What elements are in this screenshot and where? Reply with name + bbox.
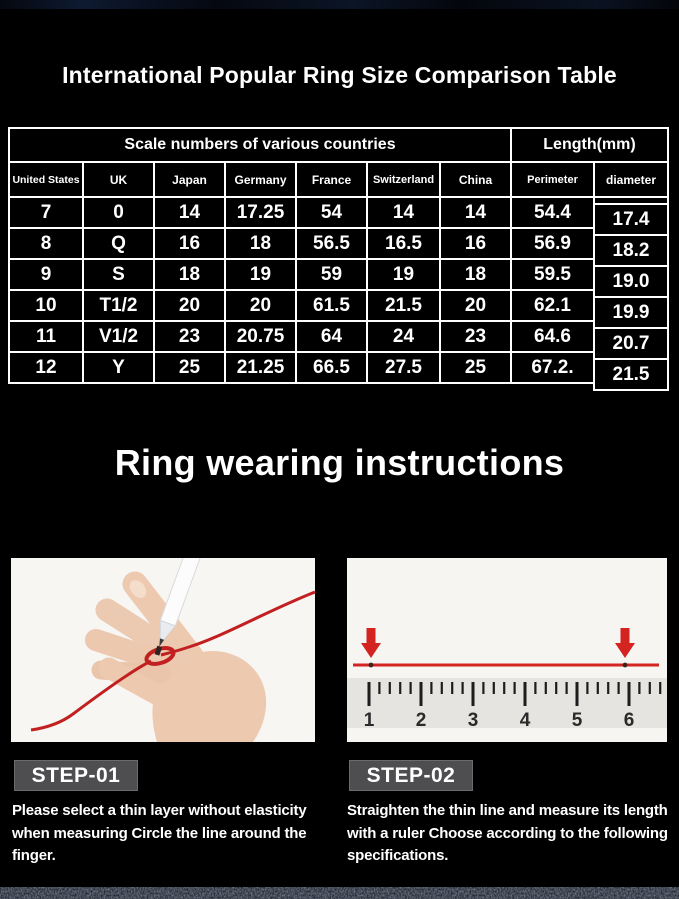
measure-dot (622, 662, 628, 668)
table-cell: 25 (155, 353, 224, 382)
table-cell: 66.5 (297, 353, 366, 382)
top-gradient-strip (0, 0, 679, 9)
ruler-number: 5 (572, 710, 583, 731)
table-cell: 12 (10, 353, 82, 382)
table-cell: 20 (226, 291, 295, 320)
table-cell: 21.5 (595, 360, 667, 389)
ruler-illustration: 1 2 3 4 5 6 (347, 558, 667, 742)
table-cell: 25 (441, 353, 510, 382)
table-cell: 0 (84, 198, 153, 227)
table-cell: 17.25 (226, 198, 295, 227)
table-cell: 54 (297, 198, 366, 227)
ruler-number: 4 (520, 710, 531, 731)
table-cell: 19.9 (595, 298, 667, 327)
ruler-illustration-svg: 1 2 3 4 5 6 (347, 558, 667, 742)
table-cell: V1/2 (84, 322, 153, 351)
table-cell: 64.6 (512, 322, 593, 351)
table-cell: S (84, 260, 153, 289)
table-cell: 21.25 (226, 353, 295, 382)
table-cell: Y (84, 353, 153, 382)
table-cell: 16 (441, 229, 510, 258)
table-cell: 64 (297, 322, 366, 351)
table-cell: 20.7 (595, 329, 667, 358)
table-cell: 16 (155, 229, 224, 258)
step-01-text: Please select a thin layer without elast… (12, 802, 307, 864)
fingernail (129, 580, 147, 598)
step-02-text: Straighten the thin line and measure its… (347, 802, 668, 864)
table-cell: 18 (441, 260, 510, 289)
red-thread (30, 590, 315, 732)
table-cell: 20 (441, 291, 510, 320)
table-cell: 67.2. (512, 353, 593, 382)
step-01-label: STEP-01 (14, 760, 138, 791)
table-cell: 20.75 (226, 322, 295, 351)
ruler-number: 6 (624, 710, 635, 731)
ruler-number: 3 (468, 710, 479, 731)
ruler-number: 1 (364, 710, 375, 731)
table-cell: 17.4 (595, 205, 667, 234)
page-title: International Popular Ring Size Comparis… (62, 62, 617, 88)
diameter-column: 17.4 18.2 19.0 19.9 20.7 21.5 (593, 198, 669, 391)
table-cell: 23 (155, 322, 224, 351)
table-cell: 27.5 (368, 353, 439, 382)
table-cell: 7 (10, 198, 82, 227)
table-cell: 18.2 (595, 236, 667, 265)
ink-mark (154, 645, 163, 656)
hand-measuring-illustration (11, 558, 315, 742)
table-cell: 14 (155, 198, 224, 227)
table-cell: 14 (368, 198, 439, 227)
table-cell: 54.4 (512, 198, 593, 227)
step-02-label: STEP-02 (349, 760, 473, 791)
table-cell: 9 (10, 260, 82, 289)
table-cell: 21.5 (368, 291, 439, 320)
column-header-cell: Germany (226, 163, 295, 196)
column-header-cell: China (441, 163, 510, 196)
table-cell: 24 (368, 322, 439, 351)
column-header-cell: Japan (155, 163, 224, 196)
ring-size-table: Scale numbers of various countries Length… (8, 127, 669, 391)
table-cell: Q (84, 229, 153, 258)
measure-dot (368, 662, 374, 668)
table-cell: 59 (297, 260, 366, 289)
table-cell: 11 (10, 322, 82, 351)
table-cell: 18 (155, 260, 224, 289)
table-cell: 19 (368, 260, 439, 289)
table-cell: 16.5 (368, 229, 439, 258)
table-cell: 19 (226, 260, 295, 289)
table-cell: 20 (155, 291, 224, 320)
ruler-number: 2 (416, 710, 427, 731)
column-header-cell: UK (84, 163, 153, 196)
ring-instructions-heading: Ring wearing instructions (114, 442, 565, 483)
table-cell: 10 (10, 291, 82, 320)
column-header-cell: United States (10, 163, 82, 196)
table-cell: 8 (10, 229, 82, 258)
column-header-cell: diameter (595, 163, 667, 196)
table-cell: 56.9 (512, 229, 593, 258)
column-header-cell: Switzerland (368, 163, 439, 196)
hand-illustration-svg (11, 558, 315, 742)
table-cell: 19.0 (595, 267, 667, 296)
table-cell: 23 (441, 322, 510, 351)
table-cell: 59.5 (512, 260, 593, 289)
table-cell: 18 (226, 229, 295, 258)
group-header-cell: Length(mm) (512, 129, 667, 161)
marker-pen (159, 558, 214, 647)
table-cell: T1/2 (84, 291, 153, 320)
table-cell: 61.5 (297, 291, 366, 320)
table-cell: 14 (441, 198, 510, 227)
table-cell: 56.5 (297, 229, 366, 258)
pen-tip (159, 638, 165, 647)
column-header-cell: Perimeter (512, 163, 593, 196)
ruler-numbers: 1 2 3 4 5 6 (364, 710, 635, 731)
down-arrow-icon (615, 628, 635, 658)
ruler-ticks (367, 682, 662, 706)
group-header-cell: Scale numbers of various countries (10, 129, 510, 161)
table-cell: 62.1 (512, 291, 593, 320)
column-header-cell: France (297, 163, 366, 196)
down-arrow-icon (361, 628, 381, 658)
bottom-texture (0, 887, 679, 899)
